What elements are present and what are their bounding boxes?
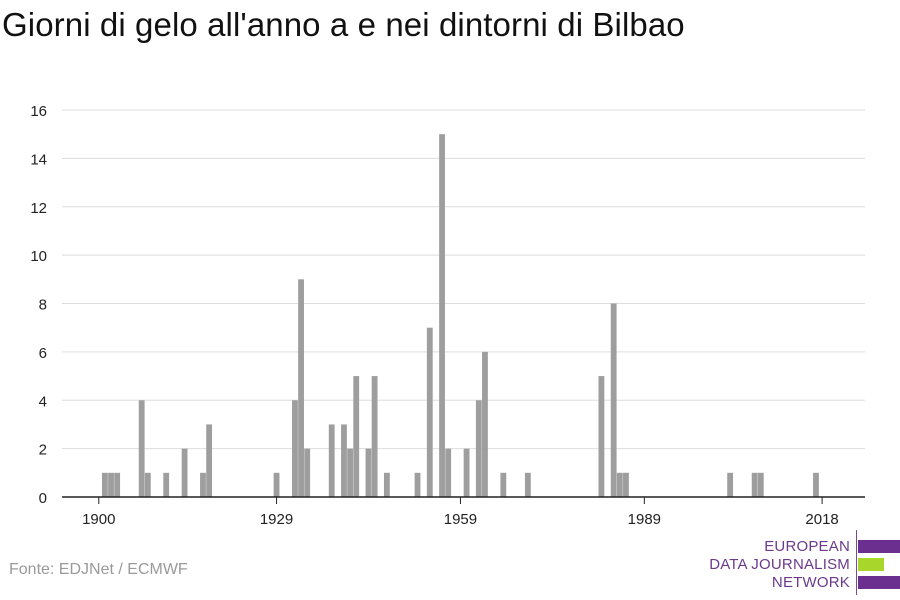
bar-1956 (439, 134, 445, 497)
y-tick-label-2: 2 (39, 442, 47, 459)
x-tick-label-1989: 1989 (628, 511, 661, 528)
bar-1962 (475, 400, 482, 497)
logo-divider (856, 530, 857, 595)
bar-2003 (727, 472, 734, 497)
bar-1941 (347, 448, 354, 497)
bar-1911 (163, 472, 170, 497)
bar-1902 (108, 472, 114, 497)
bar-1985 (616, 472, 623, 497)
y-axis-tick-labels: 0 2 4 6 8 10 12 14 16 (30, 103, 47, 507)
bar-1945 (371, 376, 378, 497)
source-note: Fonte: EDJNet / ECMWF (9, 561, 188, 578)
bar-1970 (524, 472, 531, 497)
bar-1957 (445, 448, 452, 497)
logo-bar-bottom (858, 576, 900, 589)
logo-bar-middle (858, 558, 884, 571)
bar-1938 (328, 424, 335, 497)
x-tick-label-1900: 1900 (82, 511, 115, 528)
bar-1914 (181, 448, 188, 497)
y-tick-label-4: 4 (39, 393, 47, 410)
bar-1901 (101, 472, 108, 497)
gridlines (62, 109, 865, 450)
bar-1903 (114, 472, 121, 497)
bar-1966 (500, 472, 507, 497)
bar-1984 (610, 303, 617, 497)
bar-1918 (206, 424, 213, 497)
bar-1934 (304, 448, 311, 497)
logo-text-european: EUROPEAN (764, 538, 850, 555)
bar-1960 (463, 448, 470, 497)
y-tick-label-8: 8 (39, 297, 47, 314)
y-tick-label-12: 12 (30, 200, 47, 217)
y-tick-label-10: 10 (30, 248, 47, 265)
bar-1982 (598, 376, 605, 497)
bar-1908 (144, 472, 151, 497)
bar-2017 (813, 472, 819, 497)
bar-1954 (426, 327, 433, 497)
edjnet-logo: EUROPEAN DATA JOURNALISM NETWORK (700, 530, 900, 600)
logo-text-data-journalism: DATA JOURNALISM (709, 556, 850, 573)
bar-2007 (751, 472, 758, 497)
y-tick-label-16: 16 (30, 103, 47, 120)
bar-1929 (273, 472, 280, 497)
bar-1944 (365, 448, 372, 497)
bar-1942 (353, 376, 360, 497)
bar-1952 (414, 472, 421, 497)
logo-text-network: NETWORK (771, 574, 850, 591)
bar-1963 (482, 351, 488, 497)
logo-bar-top (858, 540, 900, 553)
bar-1932 (292, 400, 298, 497)
bar-1933 (298, 279, 304, 497)
bars (101, 134, 819, 497)
bar-1940 (341, 424, 347, 497)
bar-1917 (200, 472, 206, 497)
bar-2008 (757, 472, 764, 497)
x-tick-label-2018: 2018 (805, 511, 838, 528)
x-axis-ticks: 1900 1929 1959 1989 2018 (82, 497, 839, 528)
bar-1947 (383, 472, 390, 497)
y-tick-label-14: 14 (30, 151, 47, 168)
x-tick-label-1959: 1959 (444, 511, 477, 528)
bar-1986 (623, 472, 629, 497)
x-tick-label-1929: 1929 (260, 511, 293, 528)
chart-title: Giorni di gelo all'anno a e nei dintorni… (2, 6, 685, 43)
y-tick-label-6: 6 (39, 345, 47, 362)
bar-1907 (138, 400, 145, 497)
y-tick-label-0: 0 (39, 490, 47, 507)
